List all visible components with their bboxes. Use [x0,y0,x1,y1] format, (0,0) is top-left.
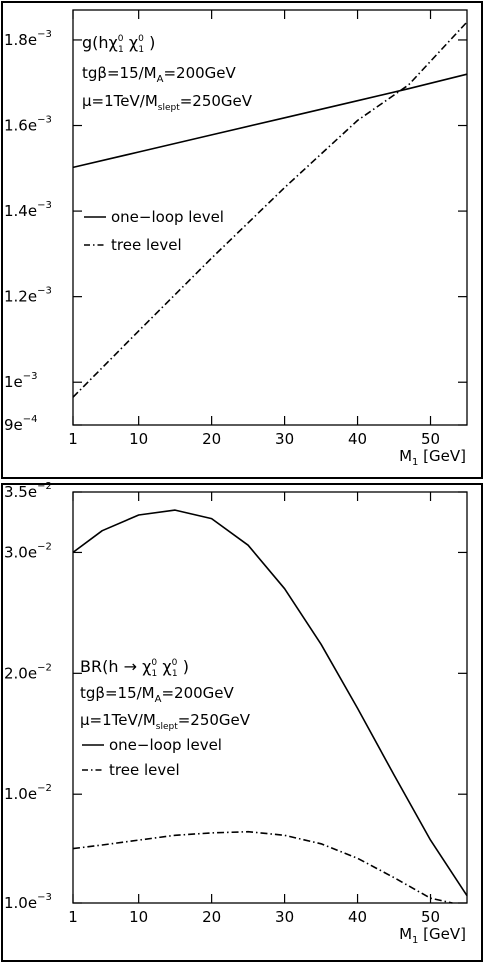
series-one-loop-line [72,73,468,169]
x-tick-label: 40 [348,908,367,926]
chart-panel-branching-ratio: 1 10 20 30 40 50 1.0e−3 1.0e−2 2.0e−2 3.0e−2 3.5e−… [0,482,484,963]
chart-title: g(hχ0 1 χ0 1 ) [82,33,155,55]
y-tick-label: 1e−3 [4,371,38,391]
x-tick-label: 50 [421,908,440,926]
annotation-mu: μ=1TeV/Mslept=250GeV [82,92,253,113]
x-tick-label: 10 [129,430,148,448]
legend-label: tree level [109,761,180,779]
annotation-tgbeta: tgβ=15/MA=200GeV [82,64,237,85]
chart-branching-ratio: 1 10 20 30 40 50 1.0e−3 1.0e−2 2.0e−2 3.0e−2 3.5e−… [1,482,483,962]
legend-label: tree level [111,236,182,254]
y-tick-label: 3.5e−2 [4,482,52,501]
outer-frame [1,483,483,962]
series-tree-level-line [72,830,453,904]
x-axis-label: M1 [GeV] [399,925,466,946]
chart-title: BR(h → χ0 1 χ0 1 ) [80,657,189,679]
legend-label: one−loop level [109,736,222,754]
x-tick-label: 20 [202,430,221,448]
y-tick-label: 1.4e−3 [4,200,52,220]
x-tick-label: 10 [129,908,148,926]
y-tick-label: 1.8e−3 [4,29,52,49]
x-tick-label: 40 [348,430,367,448]
y-tick-label: 9e−4 [4,414,38,434]
annotation-tgbeta: tgβ=15/MA=200GeV [80,684,235,705]
x-tick-label: 1 [68,430,78,448]
x-tick-label: 30 [275,430,294,448]
x-tick-label: 1 [68,908,78,926]
y-tick-label: 1.2e−3 [4,286,52,306]
chart-g-coupling: 1 10 20 30 40 50 9e−4 1e−3 1.2e−3 1.4e−3 1.6e−3 1.8… [1,1,483,479]
annotation-mu: μ=1TeV/Mslept=250GeV [80,711,251,732]
chart-panel-g-coupling: 1 10 20 30 40 50 9e−4 1e−3 1.2e−3 1.4e−3 1.6e−3 1.8… [0,0,484,480]
series-one-loop-line [72,509,468,897]
y-tick-label: 1.6e−3 [4,115,52,135]
y-tick-label: 1.0e−3 [4,892,52,912]
series-tree-level-line [72,21,468,398]
x-tick-label: 20 [202,908,221,926]
y-tick-label: 1.0e−2 [4,783,52,803]
x-tick-label: 30 [275,908,294,926]
y-tick-label: 2.0e−2 [4,662,52,682]
x-tick-label: 50 [421,430,440,448]
y-tick-label: 3.0e−2 [4,541,52,561]
legend-label: one−loop level [111,208,224,226]
outer-frame [1,1,483,479]
plot-area-frame [72,9,468,426]
plot-area-frame [72,491,468,904]
x-axis-label: M1 [GeV] [399,447,466,468]
